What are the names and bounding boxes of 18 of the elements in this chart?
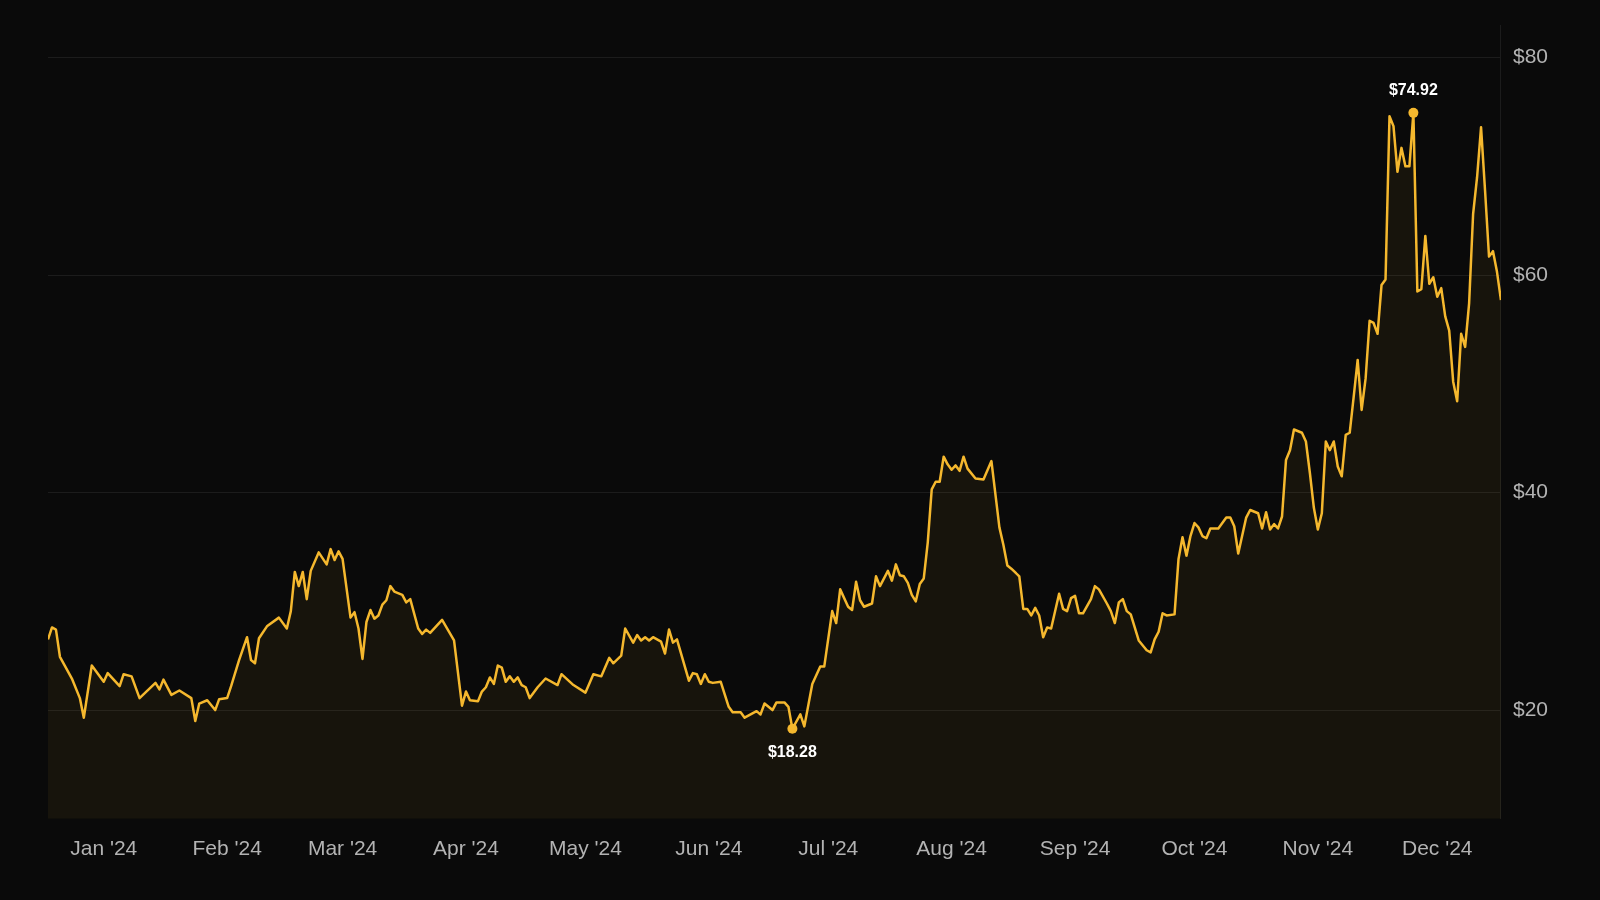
x-tick-label: Oct '24 — [1161, 836, 1228, 860]
annotation: $74.92 — [1388, 81, 1438, 99]
x-tick-label: Sep '24 — [1039, 836, 1111, 860]
x-tick-label: Jan '24 — [70, 836, 138, 860]
x-tick-label: Jun '24 — [675, 836, 743, 860]
y-tick-label: $20 — [1512, 696, 1549, 720]
y-tick-label: $60 — [1512, 261, 1549, 285]
annotation: $18.28 — [767, 743, 817, 761]
x-tick-label: Apr '24 — [433, 836, 500, 860]
x-tick-label: Nov '24 — [1282, 836, 1354, 860]
x-tick-label: Dec '24 — [1402, 836, 1473, 860]
x-tick-label: Aug '24 — [916, 836, 988, 860]
y-tick-label: $40 — [1512, 479, 1549, 503]
y-tick-label: $80 — [1512, 44, 1549, 68]
x-tick-label: Feb '24 — [192, 836, 263, 860]
x-tick-label: Mar '24 — [307, 836, 378, 860]
x-tick-label: May '24 — [548, 836, 623, 860]
x-tick-label: Jul '24 — [798, 836, 859, 860]
